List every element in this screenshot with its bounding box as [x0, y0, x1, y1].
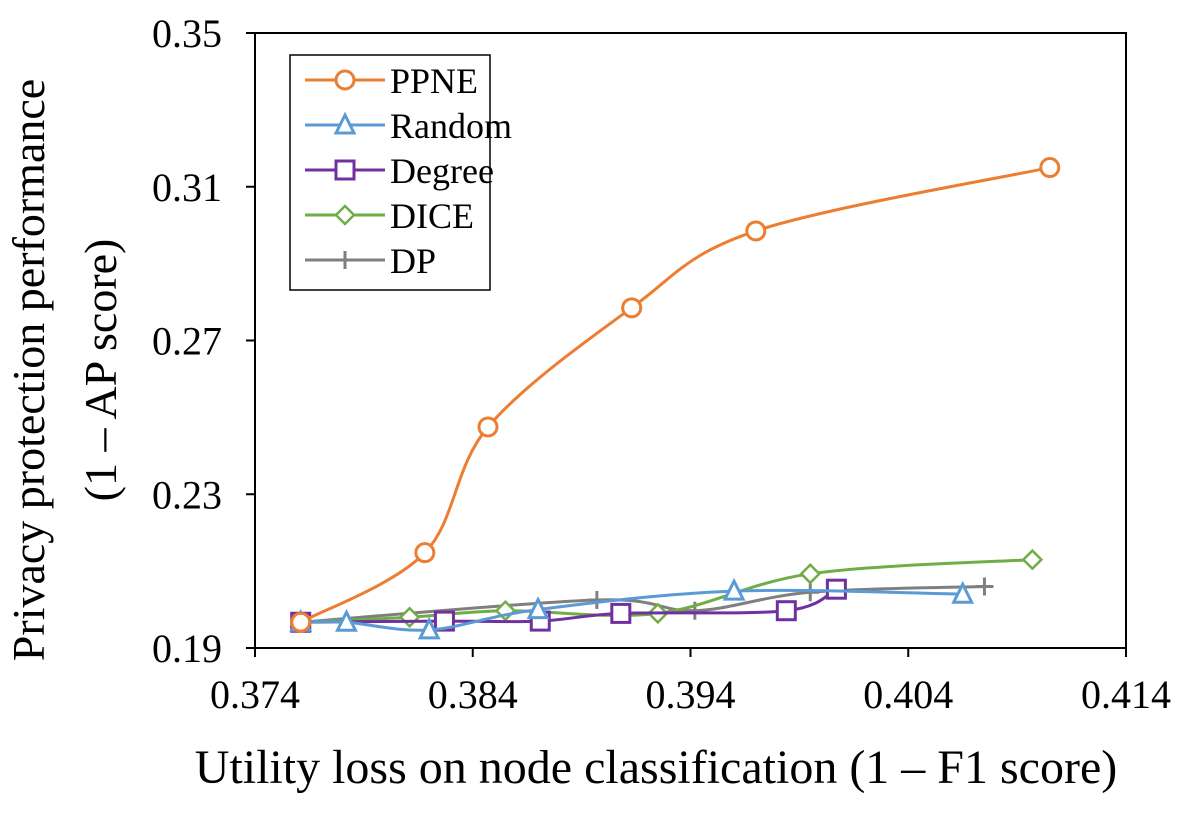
data-point-ppne	[477, 416, 499, 438]
x-tick-label: 0.374	[210, 672, 300, 717]
data-point-random	[526, 596, 550, 620]
legend-item-dp: DP	[305, 241, 436, 281]
y-tick-label: 0.35	[152, 11, 222, 56]
y-axis-label: Privacy protection performance (1 – AP s…	[3, 79, 126, 661]
data-point-random	[951, 580, 975, 604]
legend-box	[289, 54, 491, 291]
y-tick-label: 0.19	[152, 626, 222, 671]
y-tick-label: 0.27	[152, 319, 222, 364]
legend-marker-degree	[334, 159, 356, 181]
data-point-degree	[433, 610, 455, 632]
series-ppne	[290, 157, 1061, 633]
data-point-ppne	[290, 611, 312, 633]
data-point-ppne	[1039, 157, 1061, 179]
legend-item-ppne: PPNE	[305, 61, 478, 101]
data-point-degree	[825, 578, 847, 600]
x-tick-label: 0.414	[1081, 672, 1171, 717]
data-point-degree	[775, 600, 797, 622]
data-point-random	[722, 577, 746, 601]
series-layer	[289, 157, 1061, 640]
y-axis-label-line-2: (1 – AP score)	[75, 239, 126, 502]
legend-marker-dice	[334, 204, 356, 226]
data-point-ppne	[414, 542, 436, 564]
y-axis-label-line-1: Privacy protection performance	[3, 79, 54, 661]
y-tick-label: 0.31	[152, 165, 222, 210]
legend-marker-dp	[336, 251, 354, 269]
legend-marker-random	[333, 111, 357, 135]
legend-label-random: Random	[390, 106, 512, 146]
data-point-dice	[1021, 548, 1044, 571]
legend-item-degree: Degree	[305, 151, 494, 191]
legend-item-random: Random	[305, 106, 512, 146]
legend-label-dp: DP	[390, 241, 436, 281]
data-point-ppne	[745, 220, 767, 242]
legend-item-dice: DICE	[305, 196, 474, 236]
legend-label-ppne: PPNE	[390, 61, 478, 101]
data-point-ppne	[621, 297, 643, 319]
x-axis-label: Utility loss on node classification (1 –…	[195, 741, 1118, 794]
data-point-random	[335, 608, 358, 632]
data-point-dp	[587, 590, 606, 609]
legend-label-dice: DICE	[390, 196, 474, 236]
legend-label-degree: Degree	[390, 151, 494, 191]
legend: PPNE Random Degree DICE DP	[289, 54, 512, 291]
x-tick-label: 0.404	[863, 672, 953, 717]
y-axis-ticks: 0.19 0.23 0.27 0.31 0.35	[152, 11, 255, 671]
data-point-random	[417, 616, 441, 640]
data-point-dp	[975, 577, 994, 596]
data-point-dice	[799, 563, 822, 585]
y-tick-label: 0.23	[152, 472, 222, 517]
x-axis-ticks: 0.374 0.384 0.394 0.404 0.414	[210, 648, 1171, 717]
legend-marker-ppne	[334, 69, 356, 91]
x-tick-label: 0.384	[428, 672, 518, 717]
x-tick-label: 0.394	[646, 672, 736, 717]
data-point-degree	[610, 602, 632, 624]
